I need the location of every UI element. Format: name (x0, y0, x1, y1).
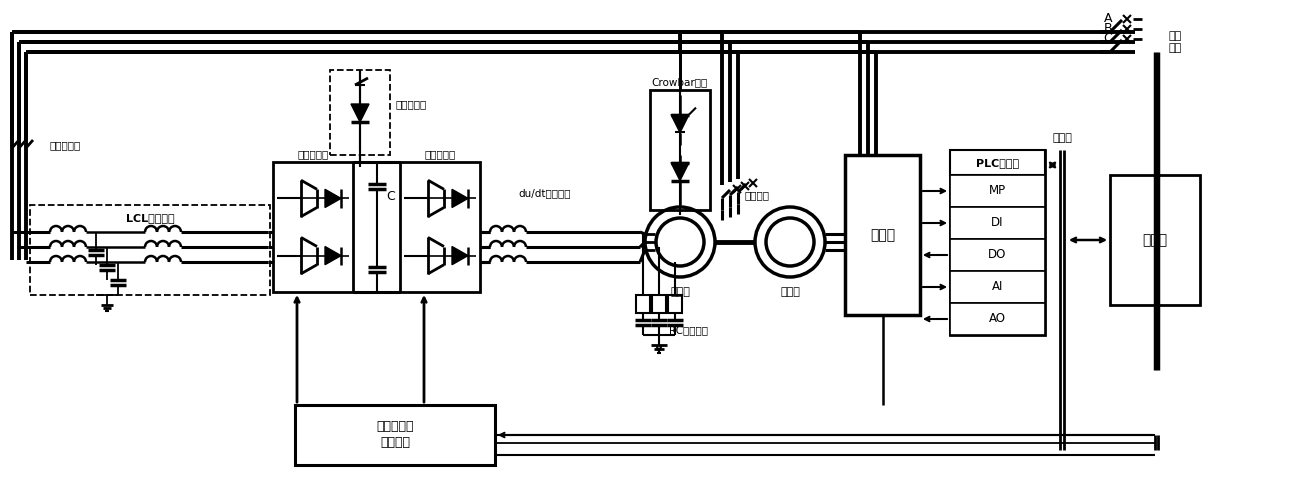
Text: C: C (386, 190, 395, 203)
Text: A: A (1104, 12, 1113, 24)
Bar (950, 271, 1044, 303)
Text: MP: MP (989, 184, 1006, 198)
Text: AI: AI (991, 280, 1003, 293)
Polygon shape (671, 114, 689, 132)
Text: 机侧变流器: 机侧变流器 (425, 149, 456, 159)
Bar (950, 175, 1044, 207)
Text: DO: DO (989, 248, 1007, 262)
Text: 并网开关: 并网开关 (745, 190, 769, 200)
Text: AO: AO (989, 312, 1006, 326)
Bar (950, 207, 1044, 239)
Text: LCL滤波电路: LCL滤波电路 (125, 213, 174, 223)
Bar (296, 405, 494, 465)
Text: Crowbar电路: Crowbar电路 (652, 77, 709, 87)
Text: 励磁变流器: 励磁变流器 (376, 420, 413, 434)
Text: 电动机: 电动机 (780, 287, 800, 297)
Bar (667, 295, 682, 313)
Text: PLC控制器: PLC控制器 (976, 158, 1019, 168)
Text: 的控制器: 的控制器 (380, 436, 411, 450)
Text: 网侧变流器: 网侧变流器 (297, 149, 329, 159)
Polygon shape (671, 162, 689, 180)
Text: 发电机: 发电机 (670, 287, 689, 297)
Text: C: C (1104, 32, 1113, 44)
Polygon shape (452, 246, 469, 264)
Text: 交流
电网: 交流 电网 (1168, 31, 1181, 53)
Bar (950, 239, 1044, 271)
Bar (649, 90, 710, 210)
Bar (400, 162, 480, 292)
Bar (950, 150, 1044, 175)
Text: 预充电电路: 预充电电路 (395, 99, 426, 109)
Bar (1110, 175, 1201, 305)
Text: 上位机: 上位机 (1143, 233, 1167, 247)
Polygon shape (351, 104, 369, 122)
Text: 网侧接触器: 网侧接触器 (50, 140, 81, 150)
Bar (652, 295, 666, 313)
Bar (950, 150, 1044, 335)
Bar (272, 162, 352, 292)
Bar (636, 295, 649, 313)
Polygon shape (325, 246, 341, 264)
Polygon shape (325, 190, 341, 208)
Text: du/dt滤波电路: du/dt滤波电路 (519, 188, 571, 198)
Text: 以太网: 以太网 (1052, 133, 1072, 143)
Text: DI: DI (991, 216, 1003, 230)
Bar (846, 155, 920, 315)
Polygon shape (452, 190, 469, 208)
Bar (30, 205, 270, 295)
Bar (950, 303, 1044, 335)
Text: 变频器: 变频器 (870, 228, 895, 242)
Bar (330, 70, 390, 155)
Text: RC滤波电路: RC滤波电路 (670, 325, 709, 335)
Text: B: B (1104, 22, 1113, 35)
